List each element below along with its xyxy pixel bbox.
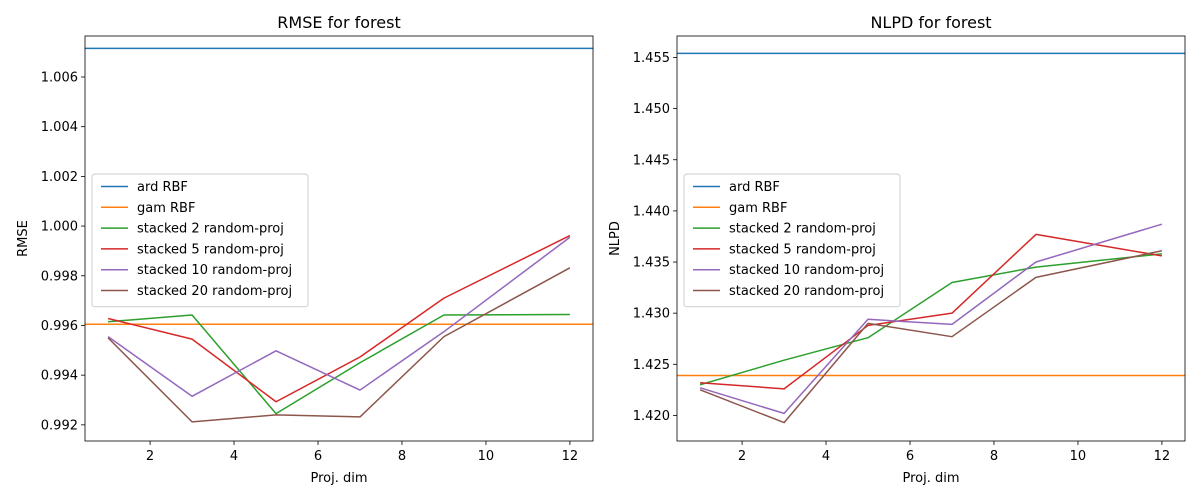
- rmse-xtick-label: 4: [230, 449, 238, 464]
- nlpd-ytick-label: 1.420: [633, 409, 670, 424]
- nlpd-xtick-label: 6: [906, 449, 914, 464]
- nlpd-panel: NLPD for forest 2 4 6 8 10 12 1.420 1.425 1.430 1.…: [608, 13, 1186, 486]
- nlpd-legend-label: stacked 10 random-proj: [729, 263, 884, 278]
- rmse-legend-label: stacked 2 random-proj: [137, 222, 284, 237]
- rmse-xtick-label: 8: [398, 449, 406, 464]
- rmse-xtick-label: 6: [314, 449, 322, 464]
- nlpd-ytick-label: 1.440: [633, 204, 670, 219]
- rmse-legend-label: ard RBF: [137, 180, 188, 195]
- rmse-ytick-label: 0.994: [41, 369, 78, 384]
- rmse-legend: ard RBF gam RBF stacked 2 random-proj stack…: [91, 173, 309, 308]
- nlpd-legend-label: stacked 20 random-proj: [729, 284, 884, 299]
- nlpd-legend-label: gam RBF: [729, 201, 787, 216]
- nlpd-xtick-label: 2: [738, 449, 746, 464]
- rmse-legend-label: stacked 20 random-proj: [137, 284, 292, 299]
- nlpd-xaxis-label: Proj. dim: [902, 471, 959, 486]
- nlpd-legend-box: [683, 173, 901, 308]
- nlpd-chart-title: NLPD for forest: [870, 13, 991, 32]
- nlpd-ytick-label: 1.455: [633, 51, 670, 66]
- rmse-series-stacked-10-random-proj: [107, 236, 571, 398]
- rmse-series-stacked-5-random-proj: [107, 234, 571, 403]
- nlpd-plot-area: [677, 52, 1185, 424]
- nlpd-legend-label: stacked 5 random-proj: [729, 242, 876, 257]
- nlpd-legend: ard RBF gam RBF stacked 2 random-proj stack…: [683, 173, 901, 308]
- rmse-plot-area: [85, 47, 593, 423]
- rmse-yaxis-label: RMSE: [16, 220, 31, 257]
- nlpd-legend-label: ard RBF: [729, 180, 780, 195]
- nlpd-series-stacked-10-random-proj: [699, 223, 1163, 415]
- nlpd-ytick-label: 1.425: [633, 358, 670, 373]
- nlpd-ytick-label: 1.445: [633, 153, 670, 168]
- rmse-ytick-label: 1.004: [41, 120, 78, 135]
- rmse-xaxis-label: Proj. dim: [310, 471, 367, 486]
- rmse-xtick-label: 10: [478, 449, 495, 464]
- rmse-series-stacked-2-random-proj: [108, 313, 570, 415]
- rmse-ytick-label: 0.998: [41, 269, 78, 284]
- rmse-legend-label: stacked 5 random-proj: [137, 242, 284, 257]
- nlpd-axes-frame: [676, 35, 1186, 442]
- rmse-xtick-label: 12: [562, 449, 579, 464]
- nlpd-ytick-label: 1.450: [633, 102, 670, 117]
- nlpd-yaxis-label: NLPD: [608, 221, 623, 256]
- rmse-xtick-label: 2: [146, 449, 154, 464]
- rmse-ytick-label: 0.992: [41, 418, 78, 433]
- rmse-ytick-label: 1.002: [41, 170, 78, 185]
- rmse-legend-label: gam RBF: [137, 201, 195, 216]
- nlpd-xtick-label: 10: [1070, 449, 1087, 464]
- nlpd-series-stacked-5-random-proj: [700, 233, 1163, 390]
- rmse-legend-label: stacked 10 random-proj: [137, 263, 292, 278]
- rmse-axes-frame: [84, 35, 594, 442]
- rmse-ytick-label: 1.006: [41, 70, 78, 85]
- nlpd-xtick-label: 8: [990, 449, 998, 464]
- rmse-ytick-label: 1.000: [41, 220, 78, 235]
- rmse-ytick-label: 0.996: [41, 319, 78, 334]
- rmse-legend-box: [91, 173, 309, 308]
- nlpd-ytick-label: 1.430: [633, 307, 670, 322]
- nlpd-ytick-label: 1.435: [633, 256, 670, 271]
- nlpd-series-stacked-20-random-proj: [699, 250, 1163, 424]
- rmse-panel: RMSE for forest 2 4 6 8 10 12 0.992 0.994 0.996 0.…: [16, 13, 594, 486]
- nlpd-xtick-label: 12: [1154, 449, 1171, 464]
- nlpd-series-stacked-2-random-proj: [699, 253, 1162, 386]
- nlpd-xtick-label: 4: [822, 449, 830, 464]
- rmse-chart-title: RMSE for forest: [277, 13, 400, 32]
- nlpd-legend-label: stacked 2 random-proj: [729, 222, 876, 237]
- rmse-series-stacked-20-random-proj: [107, 267, 571, 423]
